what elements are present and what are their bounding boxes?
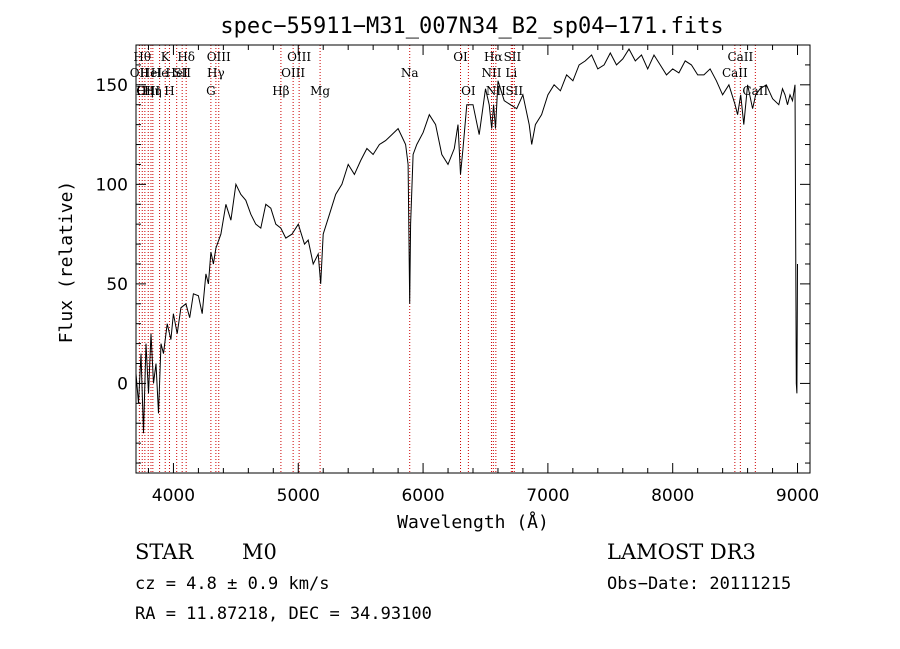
- x-tick-label-6000: 6000: [401, 486, 444, 506]
- y-tick-label-150: 150: [96, 76, 128, 96]
- chart-title: spec−55911−M31_007N34_B2_sp04−171.fits: [220, 14, 723, 39]
- line-marker-label-6: He: [151, 66, 169, 80]
- spectrum-line: [135, 47, 798, 434]
- x-axis-ticks: 4000 5000 6000 7000 8000 9000: [147, 45, 819, 506]
- spectral-line-labels: OIIHθHηOIIIHeIHηHeKHHeISIIHδGHγOIIIHβOII…: [130, 50, 769, 98]
- line-marker-label-20: OI: [453, 50, 468, 64]
- line-marker-label-17: OIII: [287, 50, 311, 64]
- line-marker-label-16: OIII: [281, 66, 305, 80]
- x-tick-label-4000: 4000: [152, 486, 195, 506]
- redshift-velocity: cz = 4.8 ± 0.9 km/s: [135, 574, 330, 594]
- line-marker-label-2: Hη: [136, 84, 154, 98]
- x-tick-label-7000: 7000: [526, 486, 569, 506]
- line-marker-label-1: Hθ: [133, 50, 151, 64]
- line-marker-label-7: K: [161, 50, 171, 64]
- spectral-line-markers: [138, 45, 756, 473]
- line-marker-label-28: CaII: [722, 66, 748, 80]
- object-type: STAR: [135, 540, 194, 564]
- spectral-subclass: M0: [242, 540, 277, 564]
- line-marker-label-11: Hδ: [177, 50, 195, 64]
- x-tick-label-5000: 5000: [277, 486, 320, 506]
- line-marker-label-19: Na: [401, 66, 419, 80]
- line-marker-label-4: HeI: [140, 66, 163, 80]
- line-marker-label-21: OI: [461, 84, 476, 98]
- line-marker-label-3: OIII: [136, 84, 160, 98]
- line-marker-label-23: Hα: [484, 50, 503, 64]
- line-marker-label-8: H: [164, 84, 174, 98]
- coordinates: RA = 11.87218, DEC = 34.93100: [135, 604, 432, 624]
- y-tick-label-0: 0: [117, 374, 128, 394]
- line-marker-label-0: OII: [130, 66, 150, 80]
- x-tick-label-8000: 8000: [651, 486, 694, 506]
- line-marker-label-9: HeI: [166, 66, 189, 80]
- plot-frame: [135, 44, 811, 474]
- line-marker-label-29: CaII: [727, 50, 753, 64]
- x-axis-label: Wavelength (Å): [397, 511, 549, 533]
- line-marker-label-26: SII: [504, 50, 522, 64]
- survey-name: LAMOST DR3: [607, 540, 756, 564]
- y-tick-label-100: 100: [96, 175, 128, 195]
- y-axis-label: Flux (relative): [56, 181, 77, 344]
- x-tick-label-9000: 9000: [776, 486, 819, 506]
- line-marker-label-14: OIII: [207, 50, 231, 64]
- line-marker-label-18: Mg: [310, 84, 330, 98]
- line-marker-label-24: NII: [486, 84, 506, 98]
- y-axis-ticks: 0 50 100 150: [96, 64, 810, 464]
- line-marker-label-10: SII: [173, 66, 191, 80]
- observation-date: Obs−Date: 20111215: [607, 574, 792, 594]
- line-marker-label-25: Li: [505, 66, 517, 80]
- y-tick-label-50: 50: [106, 275, 128, 295]
- line-marker-label-15: Hβ: [272, 84, 289, 98]
- line-marker-label-22: NII: [481, 66, 501, 80]
- line-marker-label-12: G: [206, 84, 216, 98]
- line-marker-label-27: SII: [505, 84, 523, 98]
- line-marker-label-13: Hγ: [207, 66, 225, 80]
- line-marker-label-5: Hη: [144, 84, 162, 98]
